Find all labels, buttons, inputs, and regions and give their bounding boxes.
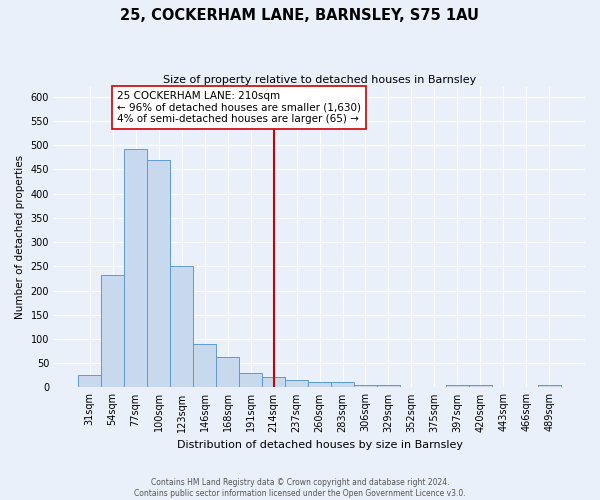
Bar [331,382,354,388]
Text: Contains HM Land Registry data © Crown copyright and database right 2024.
Contai: Contains HM Land Registry data © Crown c… [134,478,466,498]
Bar [446,385,469,388]
Bar [469,385,492,388]
Text: 25, COCKERHAM LANE, BARNSLEY, S75 1AU: 25, COCKERHAM LANE, BARNSLEY, S75 1AU [121,8,479,22]
Bar [101,274,124,388]
Bar [124,149,147,388]
Bar [262,377,285,388]
Bar [78,376,101,388]
Title: Size of property relative to detached houses in Barnsley: Size of property relative to detached ho… [163,75,476,85]
Bar [147,160,170,388]
Y-axis label: Number of detached properties: Number of detached properties [15,155,25,320]
Bar [377,386,400,388]
Bar [216,357,239,388]
Bar [170,266,193,388]
Bar [538,385,561,388]
Bar [308,382,331,388]
Bar [285,380,308,388]
Bar [239,373,262,388]
X-axis label: Distribution of detached houses by size in Barnsley: Distribution of detached houses by size … [176,440,463,450]
Bar [193,344,216,388]
Bar [354,386,377,388]
Text: 25 COCKERHAM LANE: 210sqm
← 96% of detached houses are smaller (1,630)
4% of sem: 25 COCKERHAM LANE: 210sqm ← 96% of detac… [117,91,361,124]
